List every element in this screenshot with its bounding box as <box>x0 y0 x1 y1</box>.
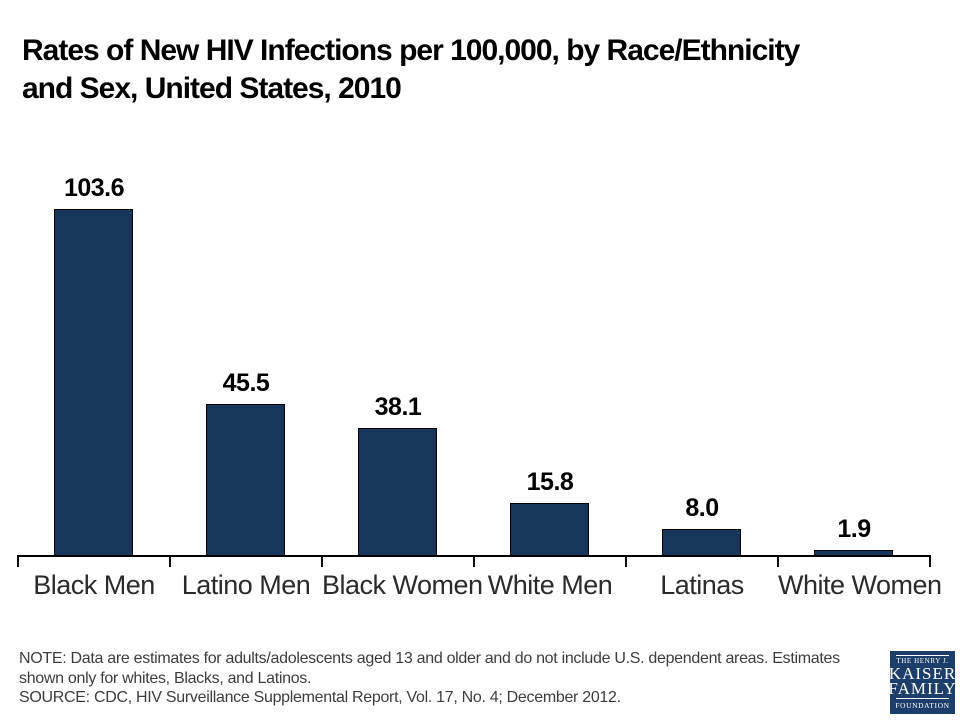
bar-slot: 8.0 <box>626 0 778 556</box>
logo-line-kaiser: KAISER <box>888 664 957 683</box>
x-axis-tick <box>929 555 931 567</box>
bar-value-label: 1.9 <box>837 515 871 543</box>
bar-value-label: 103.6 <box>63 174 125 202</box>
footnote-source-line: SOURCE: CDC, HIV Surveillance Supplement… <box>19 689 621 706</box>
footnote-note-line2: shown only for whites, Blacks, and Latin… <box>19 669 312 687</box>
logo-line-the-henry-j: THE HENRY J. <box>896 657 949 665</box>
x-axis-label: Latinas <box>660 570 744 600</box>
bar-latino-men <box>206 404 285 556</box>
chart-title: Rates of New HIV Infections per 100,000,… <box>22 32 932 108</box>
x-axis-label: Black Men <box>33 570 155 600</box>
bar-value-label: 15.8 <box>526 468 574 496</box>
bar-slot: 103.6 <box>18 0 170 556</box>
x-axis-label: White Women <box>778 570 942 600</box>
bar-value-label: 38.1 <box>374 393 422 421</box>
bar-slot: 15.8 <box>474 0 626 556</box>
x-axis-label: White Men <box>487 570 613 600</box>
bar-slot: 1.9 <box>778 0 930 556</box>
logo-bottom-rule <box>896 698 949 699</box>
kff-logo: THE HENRY J. KAISER FAMILY FOUNDATION <box>888 651 957 714</box>
footnote-note-line1: NOTE: Data are estimates for adults/adol… <box>19 650 840 667</box>
bar-chart-plot-area: 103.6 45.5 38.1 15.8 8.0 1.9 <box>18 0 930 556</box>
x-axis-label: Latino Men <box>181 570 311 600</box>
x-axis-tick <box>321 555 323 567</box>
bar-value-label: 45.5 <box>222 369 270 397</box>
x-axis-tick <box>777 555 779 567</box>
x-axis-tick <box>169 555 171 567</box>
bar-white-men <box>510 503 589 556</box>
chart-title-line1: Rates of New HIV Infections per 100,000,… <box>22 34 800 68</box>
logo-top-rule <box>896 655 949 656</box>
bar-slot: 38.1 <box>322 0 474 556</box>
x-axis-tick <box>473 555 475 567</box>
bar-white-women <box>814 550 893 556</box>
x-axis-tick <box>625 555 627 567</box>
bar-latinas <box>662 529 741 556</box>
logo-line-foundation: FOUNDATION <box>895 701 950 710</box>
chart-title-line2: and Sex, United States, 2010 <box>22 72 402 106</box>
x-axis-label: Black Women <box>322 570 483 600</box>
x-axis-tick <box>17 555 19 567</box>
bar-black-women <box>358 428 437 556</box>
bar-slot: 45.5 <box>170 0 322 556</box>
bar-black-men <box>54 209 133 556</box>
bar-value-label: 8.0 <box>685 494 719 522</box>
footnote: NOTE: Data are estimates for adults/adol… <box>19 649 840 708</box>
logo-line-family: FAMILY <box>888 679 957 698</box>
